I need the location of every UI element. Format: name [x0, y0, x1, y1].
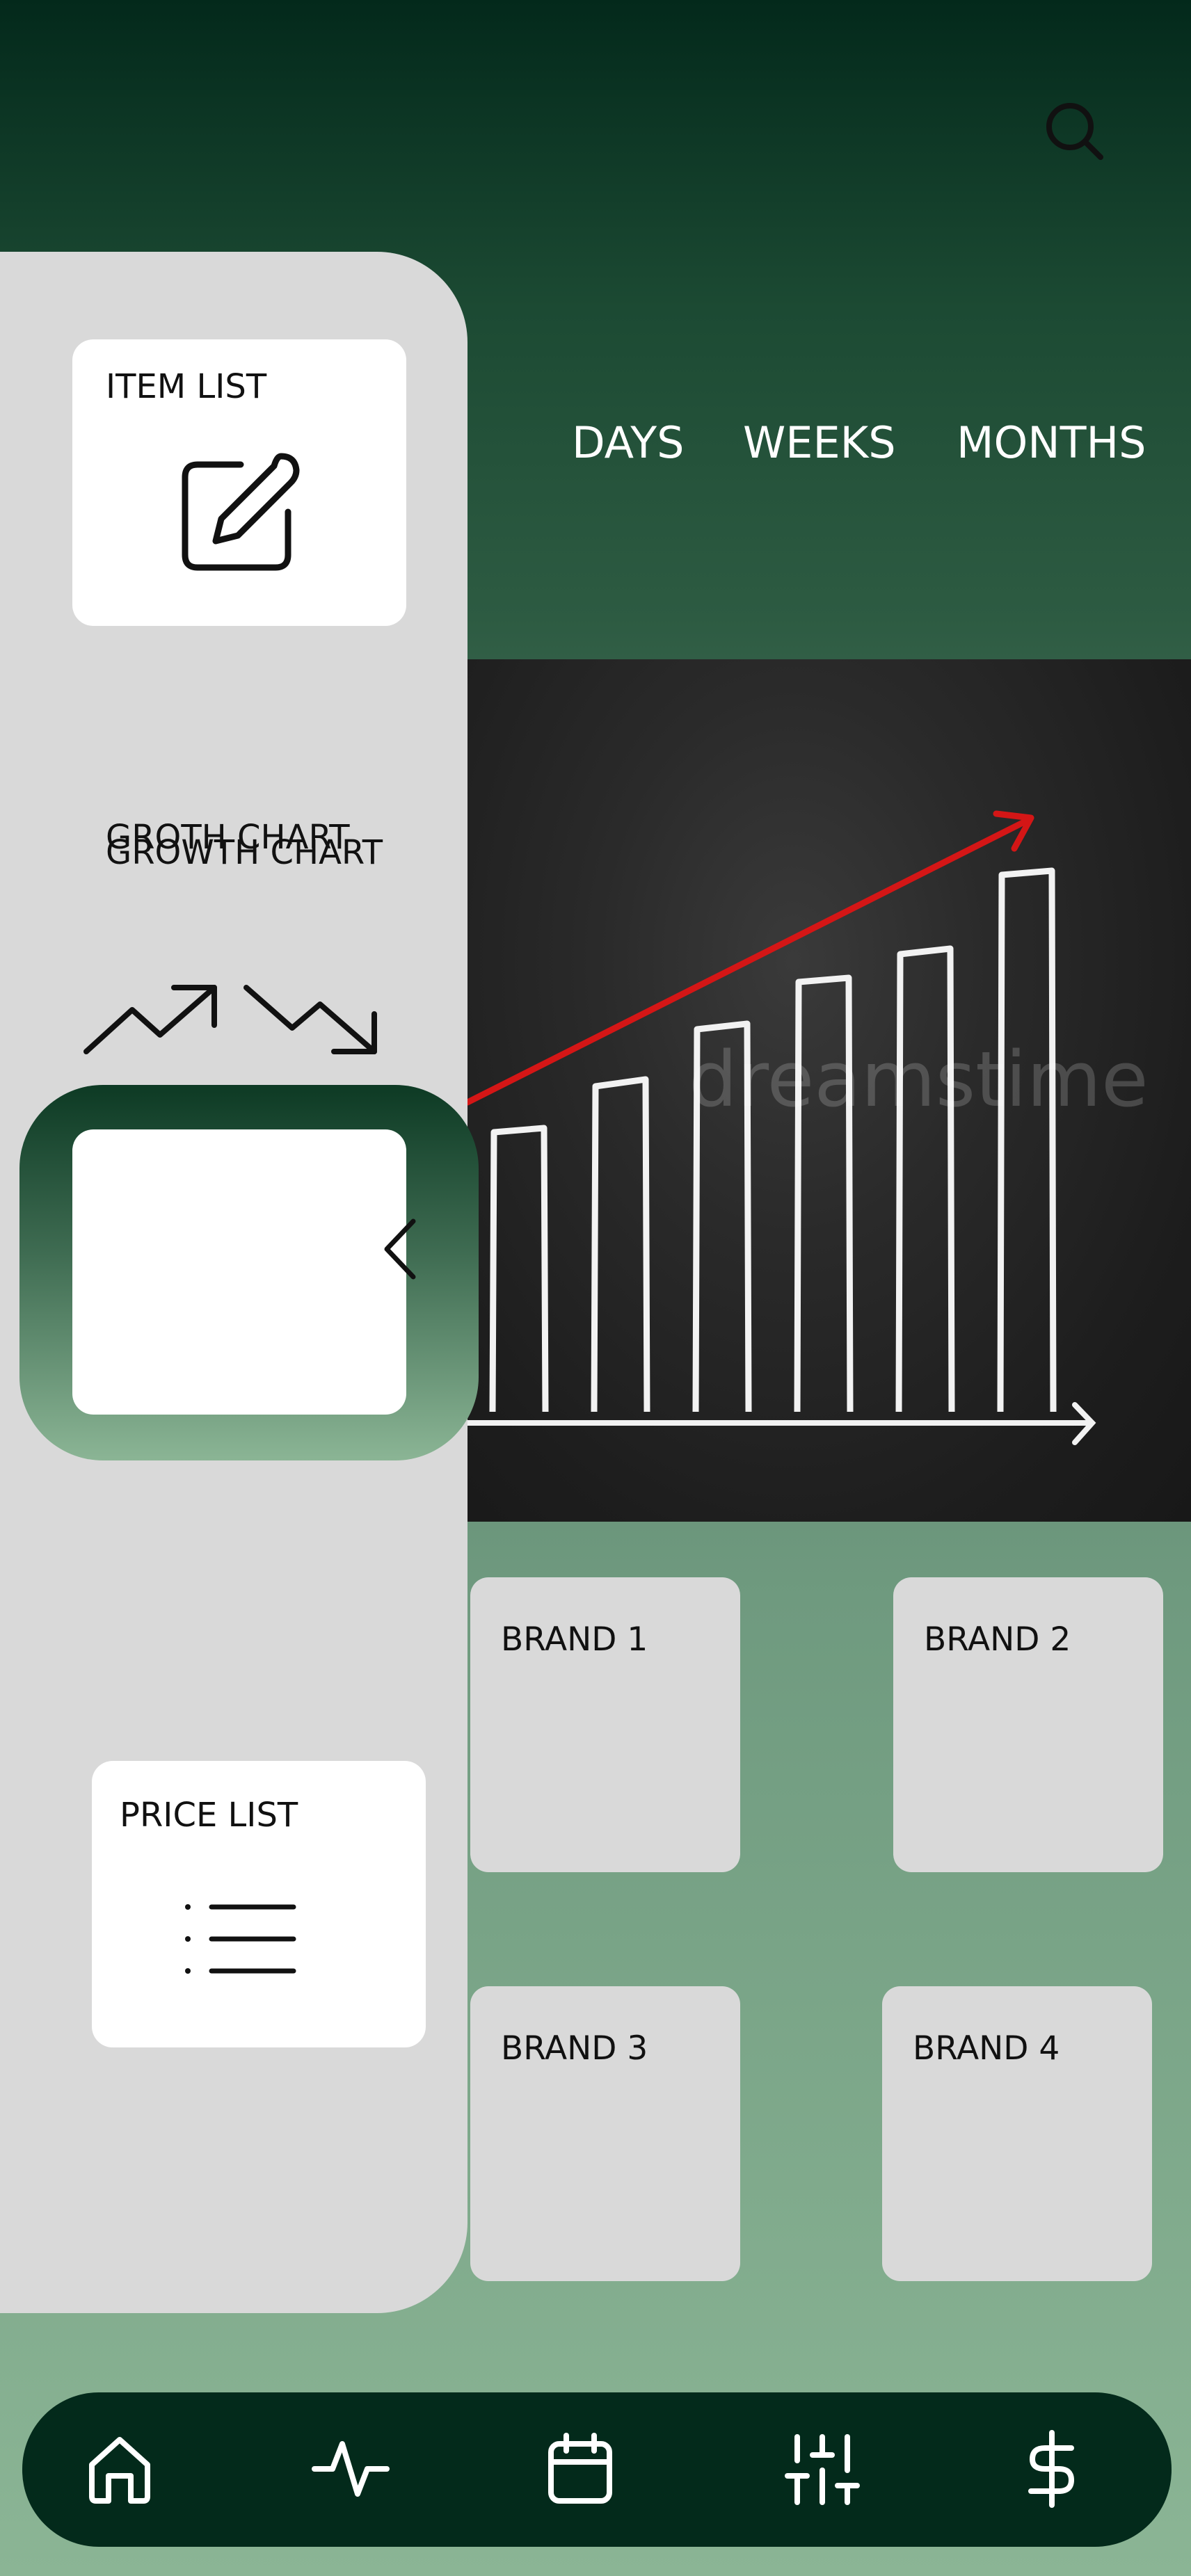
- list-icon: [182, 1900, 301, 1983]
- brand-card-3[interactable]: BRAND 3: [470, 1986, 740, 2281]
- chevron-left-icon[interactable]: [380, 1216, 422, 1282]
- calendar-icon[interactable]: [541, 2430, 619, 2508]
- sliders-icon[interactable]: [783, 2430, 861, 2508]
- activity-icon[interactable]: [312, 2430, 390, 2508]
- search-icon[interactable]: [1042, 99, 1106, 163]
- watermark-text: dreamstime: [689, 1035, 1149, 1124]
- brand-label: BRAND 2: [924, 1620, 1071, 1659]
- tab-months[interactable]: MONTHS: [957, 417, 1146, 468]
- tab-days[interactable]: DAYS: [572, 417, 685, 468]
- brand-label: BRAND 1: [501, 1620, 648, 1659]
- price-list-card[interactable]: PRICE LIST: [92, 1761, 426, 2047]
- growth-chart-title-old: GROTH CHART: [106, 818, 350, 857]
- bottom-nav: [22, 2392, 1172, 2547]
- item-list-title: ITEM LIST: [106, 367, 267, 406]
- price-list-title: PRICE LIST: [120, 1796, 298, 1835]
- brand-label: BRAND 4: [913, 2029, 1060, 2068]
- brand-card-4[interactable]: BRAND 4: [882, 1986, 1152, 2281]
- item-list-card[interactable]: ITEM LIST: [72, 339, 406, 626]
- edit-icon: [177, 451, 302, 576]
- growth-chart-title: GROWTH CHART: [106, 833, 383, 872]
- growth-chart-image: dreamstime: [467, 659, 1191, 1522]
- tab-weeks[interactable]: WEEKS: [743, 417, 896, 468]
- dollar-icon[interactable]: [1013, 2430, 1091, 2508]
- brand-card-1[interactable]: BRAND 1: [470, 1577, 740, 1872]
- brand-label: BRAND 3: [501, 2029, 648, 2068]
- selected-panel: [19, 1085, 479, 1460]
- brand-card-2[interactable]: BRAND 2: [893, 1577, 1163, 1872]
- home-icon[interactable]: [81, 2430, 159, 2508]
- blank-card[interactable]: [72, 1129, 406, 1415]
- trending-up-icon[interactable]: [82, 982, 221, 1058]
- trending-down-icon[interactable]: [242, 982, 381, 1058]
